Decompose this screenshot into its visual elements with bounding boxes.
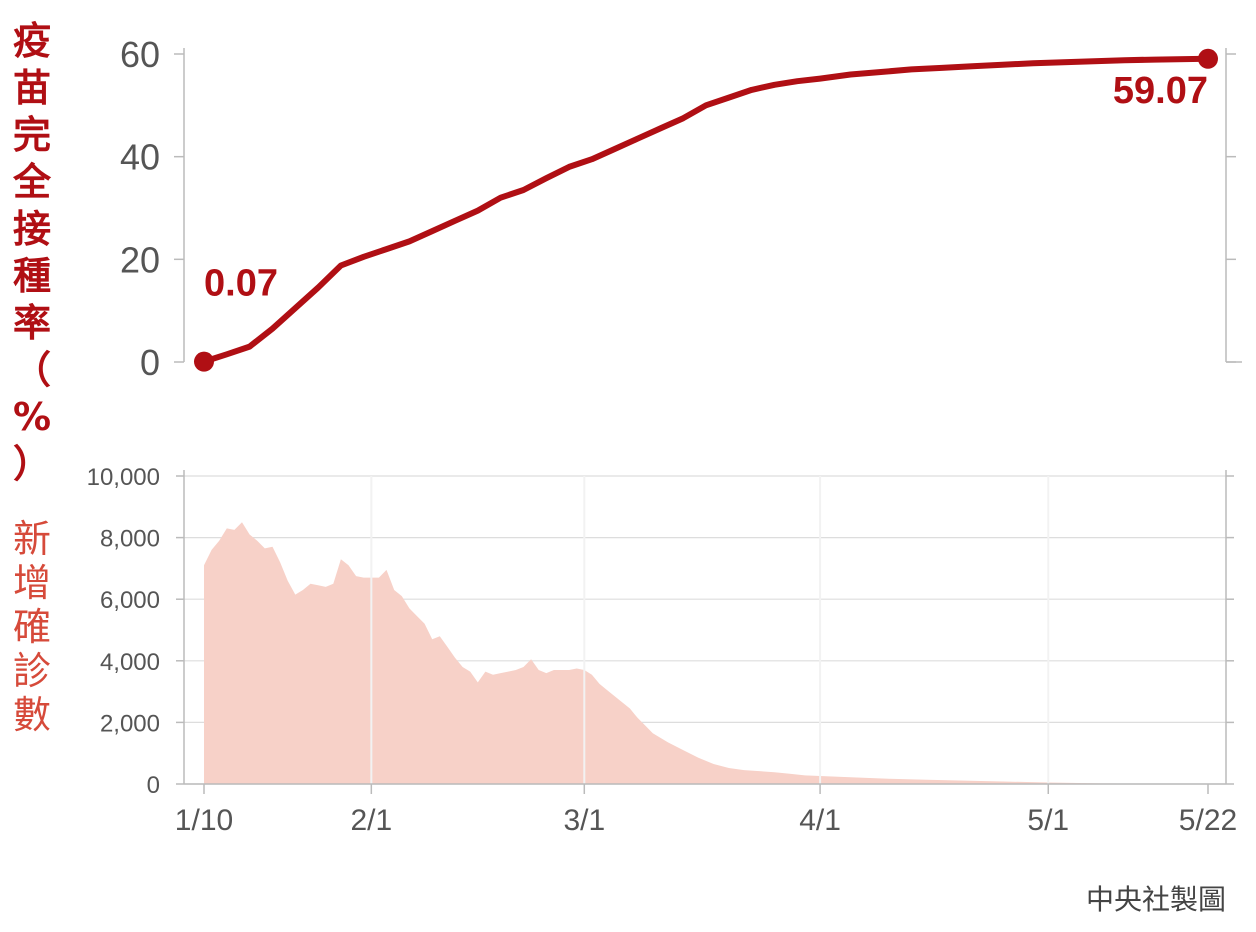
vaccination-rate-data-label: 0.07 [204,263,278,305]
bottom-y-tick-label: 10,000 [87,464,160,491]
vaccination-rate-panel: 0 20 40 60 0.07 59.07 [120,34,1242,383]
vaccination-rate-title-char: （ [12,348,51,392]
new-cases-title-char: 診 [12,649,51,693]
new-cases-title-char: 增 [12,561,51,605]
bottom-y-tick-label: 4,000 [100,649,160,676]
vaccination-rate-title-char: 全 [12,160,51,204]
top-y-tick-label: 60 [120,34,160,75]
vaccination-rate-endpoint [1198,48,1218,69]
source-credit: 中央社製圖 [1085,883,1226,916]
vaccination-rate-title-char: 接 [12,207,51,251]
vaccination-rate-title-char: % [12,395,52,439]
vaccination-rate-title-char: 苗 [12,66,51,110]
new-cases-title-char: 數 [12,693,51,737]
x-tick-label: 2/1 [350,804,392,837]
vaccination-rate-title-char: 種 [12,254,51,298]
top-y-tick-label: 0 [140,342,160,383]
vaccination-rate-endpoint [194,351,214,372]
new-cases-title-char: 確 [12,605,51,649]
new-cases-title-char: 新 [12,517,51,561]
bottom-y-tick-label: 8,000 [100,526,160,553]
vaccination-rate-line [201,55,1211,365]
bottom-y-tick-label: 6,000 [100,587,160,614]
new-cases-axis-title: 新增確診數 [6,520,58,740]
x-tick-label: 1/10 [175,804,233,837]
x-tick-label: 4/1 [799,804,841,837]
new-cases-area [204,522,1208,784]
vaccination-rate-axis-title: 疫苗完全接種率（%） [6,22,58,492]
bottom-y-tick-label: 2,000 [100,710,160,737]
vaccination-rate-title-char: 疫 [12,19,51,63]
vaccination-rate-title-char: 率 [12,301,51,345]
new-cases-panel: 0 2,000 4,000 6,000 8,000 10,000 1/10 2/1 3/1 4/1… [87,464,1238,837]
x-tick-label: 3/1 [563,804,605,837]
vaccination-rate-title-char: ） [12,442,51,486]
vaccination-rate-data-label: 59.07 [1113,70,1208,112]
vaccination-rate-title-char: 完 [12,113,51,157]
x-tick-label: 5/1 [1027,804,1069,837]
top-y-tick-label: 40 [120,137,160,178]
top-y-tick-label: 20 [120,239,160,280]
x-tick-label: 5/22 [1179,804,1237,837]
bottom-y-tick-label: 0 [147,772,160,799]
